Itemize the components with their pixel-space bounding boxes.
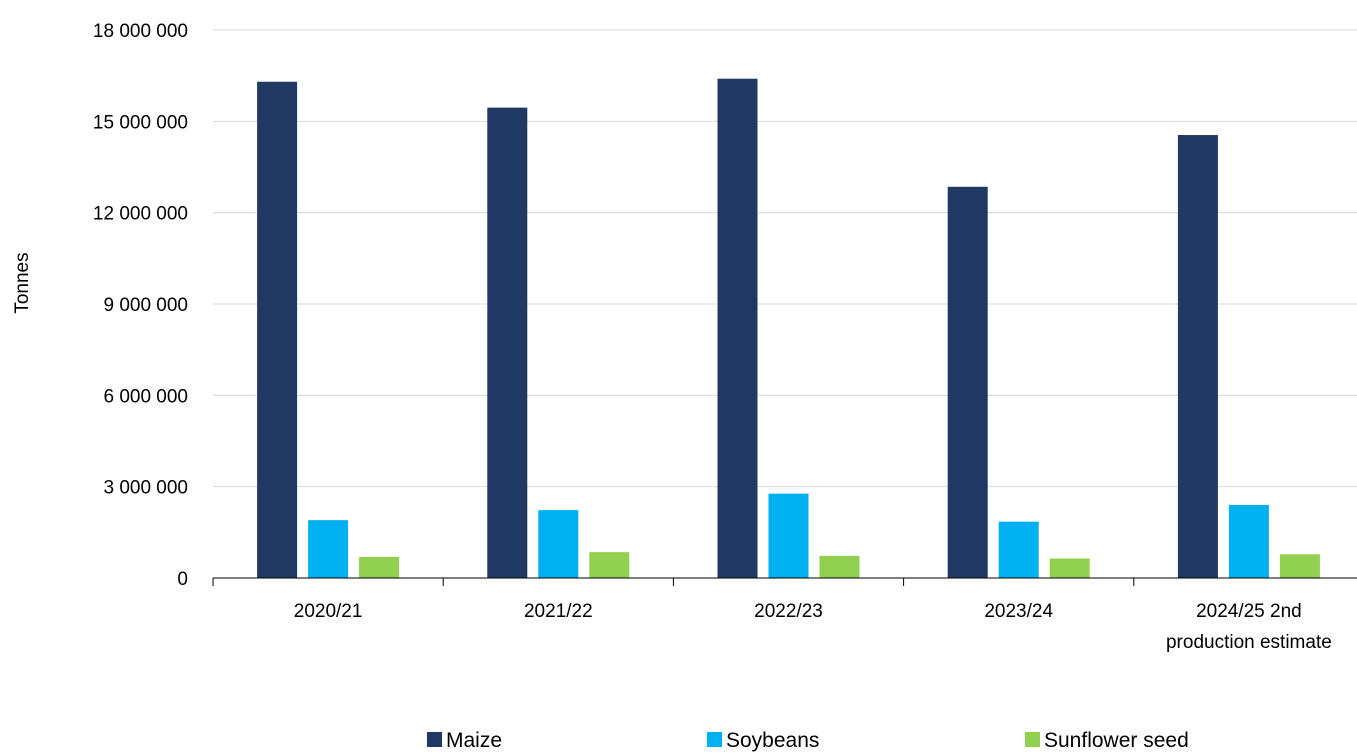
- bar-maize: [257, 81, 298, 578]
- bar-soybeans: [308, 520, 349, 578]
- y-tick-label: 0: [177, 569, 188, 590]
- legend-item: Soybeans: [707, 729, 819, 752]
- y-tick-label: 3 000 000: [103, 478, 188, 499]
- bar-soybeans: [1228, 504, 1269, 578]
- legend-label: Soybeans: [726, 729, 819, 752]
- x-tick-label: 2020/21: [294, 601, 363, 622]
- y-axis-title: Tonnes: [12, 252, 33, 313]
- legend-swatch: [427, 732, 442, 747]
- x-axis: 2020/21 2021/22 2022/23 2023/24 2024/25 2nd p…: [212, 577, 1357, 653]
- legend-item: Sunflower seed: [1025, 729, 1189, 752]
- legend-swatch: [707, 732, 722, 747]
- y-tick-label: 6 000 000: [103, 386, 188, 407]
- x-tick-label: 2023/24: [984, 601, 1053, 622]
- bar-soybeans: [538, 510, 579, 578]
- bar-maize: [947, 186, 988, 579]
- legend-label: Maize: [446, 729, 502, 752]
- bar-sunflower-seed: [589, 552, 630, 578]
- y-tick-label: 12 000 000: [93, 204, 188, 225]
- bar-sunflower-seed: [359, 556, 400, 578]
- y-axis: 0 3 000 000 6 000 000 9 000 000 12 000 000 15…: [93, 21, 188, 590]
- gridlines: [213, 29, 1357, 488]
- x-tick-label: 2021/22: [524, 601, 593, 622]
- bar-maize: [487, 107, 528, 578]
- bar-maize: [1177, 135, 1218, 579]
- bars: [257, 78, 1320, 579]
- y-tick-label: 15 000 000: [93, 112, 188, 133]
- y-tick-label: 18 000 000: [93, 21, 188, 42]
- bar-soybeans: [998, 521, 1039, 578]
- legend-item: Maize: [427, 729, 502, 752]
- x-tick-label: 2024/25 2nd production estimate: [1166, 601, 1332, 653]
- x-tick-label: 2022/23: [754, 601, 823, 622]
- bar-sunflower-seed: [819, 555, 860, 578]
- legend: Maize Soybeans Sunflower seed: [427, 729, 1189, 752]
- bar-sunflower-seed: [1279, 554, 1320, 578]
- legend-label: Sunflower seed: [1044, 729, 1189, 752]
- y-tick-label: 9 000 000: [103, 295, 188, 316]
- bar-soybeans: [768, 493, 809, 578]
- legend-swatch: [1025, 732, 1040, 747]
- bar-sunflower-seed: [1049, 558, 1090, 578]
- bar-maize: [717, 78, 758, 578]
